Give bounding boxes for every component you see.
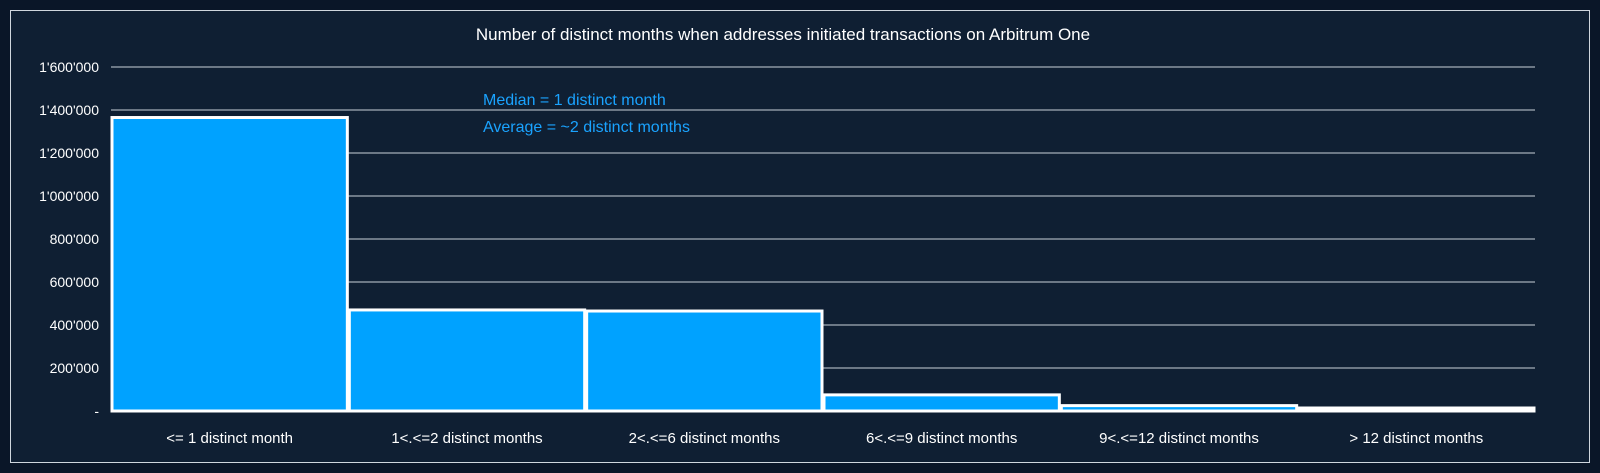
annotation-average: Average = ~2 distinct months	[483, 119, 690, 136]
bar	[585, 309, 824, 413]
annotation-median: Median = 1 distinct month	[483, 92, 666, 109]
chart-frame: Number of distinct months when addresses…	[10, 10, 1590, 463]
x-tick-label: <= 1 distinct month	[166, 430, 293, 447]
bars	[110, 116, 1536, 413]
x-tick-label: 2<.<=6 distinct months	[629, 430, 780, 447]
bar	[110, 116, 349, 413]
x-tick-label: 9<.<=12 distinct months	[1099, 430, 1259, 447]
y-tick-label: 600'000	[50, 274, 100, 290]
y-tick-label: 1'200'000	[39, 145, 99, 161]
y-axis-ticks: - 200'000 400'000 600'000 800'000 1'000'000 1'…	[39, 59, 99, 419]
x-tick-label: 6<.<=9 distinct months	[866, 430, 1017, 447]
bar	[822, 393, 1061, 413]
y-tick-label: 400'000	[50, 317, 100, 333]
x-axis-labels: <= 1 distinct month 1<.<=2 distinct month…	[166, 430, 1483, 447]
x-tick-label: > 12 distinct months	[1349, 430, 1483, 447]
y-tick-label: 1'000'000	[39, 188, 99, 204]
bar	[1059, 404, 1299, 413]
x-tick-label: 1<.<=2 distinct months	[391, 430, 542, 447]
y-tick-label: 1'600'000	[39, 59, 99, 75]
chart-title: Number of distinct months when addresses…	[476, 25, 1090, 44]
bar	[347, 308, 587, 413]
y-tick-label: 200'000	[50, 360, 100, 376]
y-tick-label: -	[94, 403, 99, 419]
bar-chart: Number of distinct months when addresses…	[39, 25, 1536, 447]
bar	[1297, 406, 1536, 413]
y-tick-label: 1'400'000	[39, 102, 99, 118]
y-tick-label: 800'000	[50, 231, 100, 247]
